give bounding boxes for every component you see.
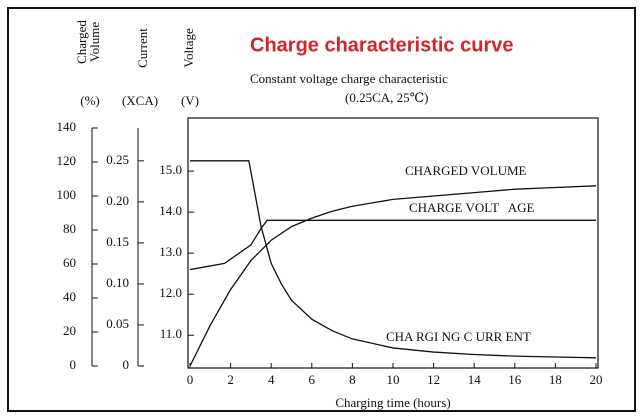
y3-axis-label: Voltage (181, 28, 196, 68)
chart-title: Charge characteristic curve (250, 34, 513, 56)
x-tick-label: 4 (268, 372, 275, 387)
tick-label: 0.20 (106, 193, 129, 208)
tick-label: 12.0 (159, 285, 182, 300)
x-tick-label: 8 (349, 372, 356, 387)
x-tick-label: 2 (227, 372, 234, 387)
x-tick-label: 6 (309, 372, 316, 387)
series-label: CHARGED VOLUME (405, 163, 527, 178)
tick-label: 140 (57, 119, 77, 134)
series-line (189, 185, 597, 367)
tick-label: 80 (63, 221, 76, 236)
subtitle: (0.25CA, 25℃) (345, 90, 429, 105)
tick-label: 13.0 (159, 244, 182, 259)
tick-label: 40 (63, 289, 76, 304)
tick-label: 0.05 (106, 316, 129, 331)
subtitle: Constant voltage charge characteristic (250, 71, 448, 86)
y3-axis-unit: (V) (181, 93, 199, 108)
tick-label: 20 (63, 323, 76, 338)
series-line (190, 160, 597, 359)
x-tick-label: 18 (549, 372, 562, 387)
x-axis-label: Charging time (hours) (335, 395, 450, 410)
frame (7, 7, 636, 412)
y2-axis-label: Current (135, 28, 150, 68)
x-tick-label: 14 (468, 372, 482, 387)
y2-axis-unit: (XCA) (122, 93, 158, 108)
tick-label: 0.25 (106, 152, 129, 167)
tick-label: 11.0 (160, 326, 182, 341)
series-label: CHA RGI NG C URR ENT (386, 329, 531, 344)
y-axis-label: Volume (87, 22, 102, 62)
tick-label: 0.10 (106, 275, 129, 290)
x-tick-label: 12 (427, 372, 440, 387)
series-line (189, 219, 596, 271)
y-axis-label: Charged (74, 20, 89, 64)
x-tick-label: 16 (508, 372, 522, 387)
tick-label: 60 (63, 255, 76, 270)
tick-label: 100 (57, 187, 77, 202)
series-label: CHARGE VOLT AGE (409, 200, 535, 215)
tick-label: 0 (70, 357, 77, 372)
x-tick-label: 0 (187, 372, 194, 387)
tick-label: 0 (123, 357, 130, 372)
tick-label: 0.15 (106, 234, 129, 249)
tick-label: 14.0 (159, 203, 182, 218)
x-tick-label: 10 (387, 372, 400, 387)
y-axis-unit: (%) (80, 93, 100, 108)
tick-label: 120 (57, 153, 77, 168)
tick-label: 15.0 (159, 162, 182, 177)
x-tick-label: 20 (590, 372, 603, 387)
